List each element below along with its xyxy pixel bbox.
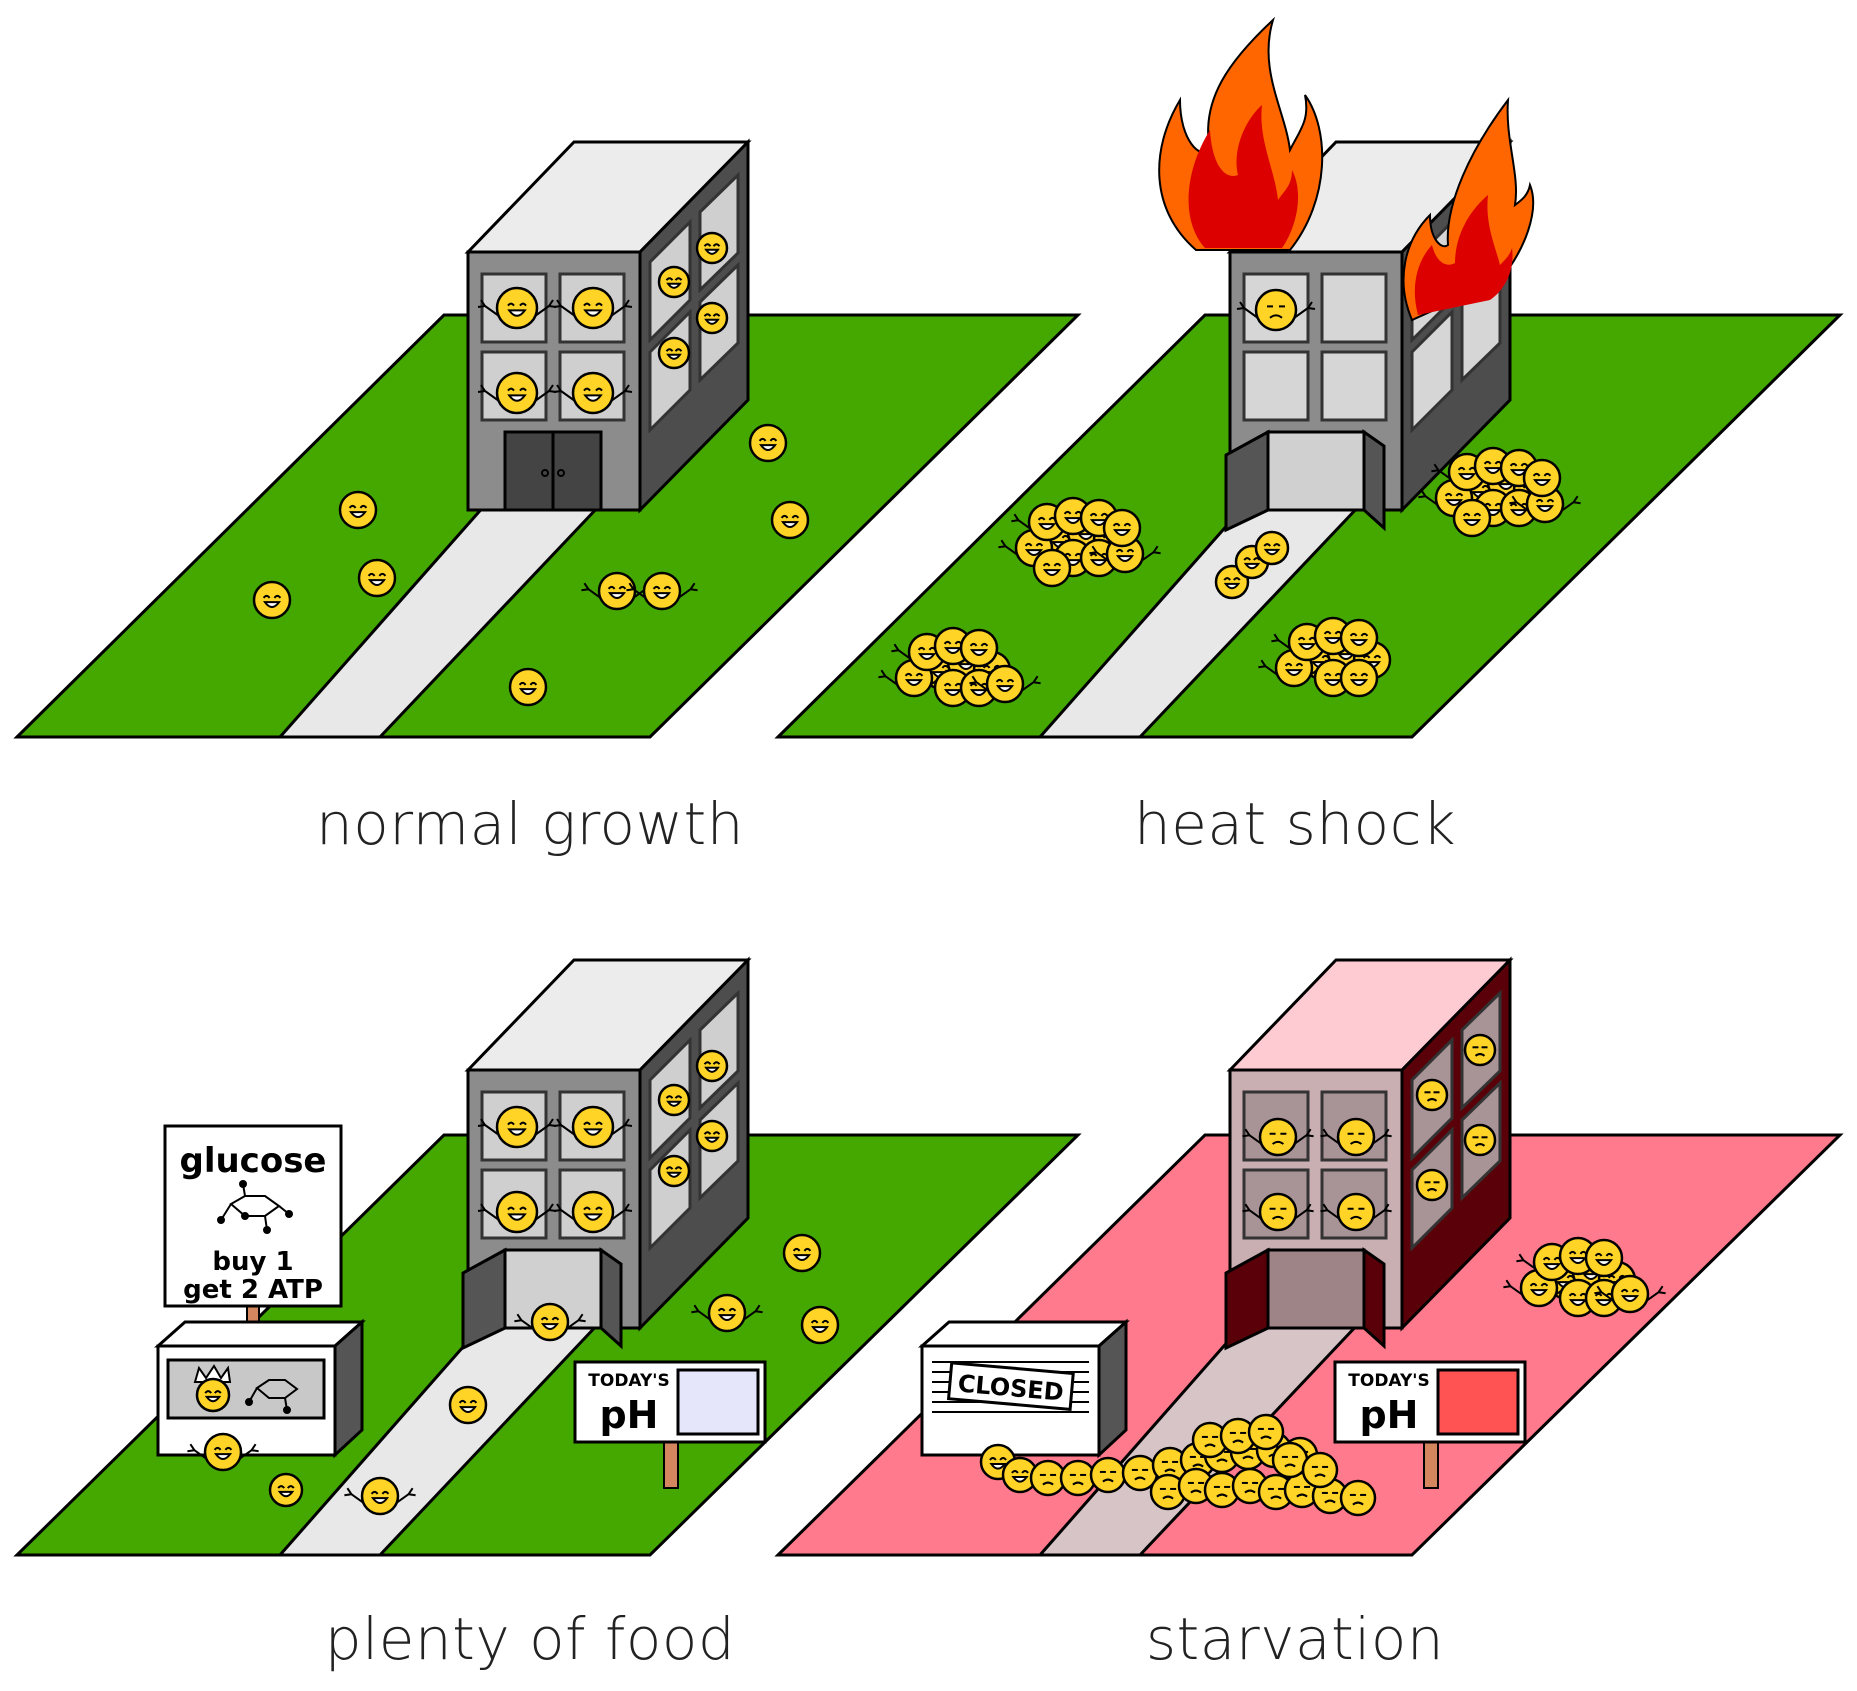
happy-cell-icon: [748, 423, 788, 463]
ph-sign: TODAY'S pH: [1333, 1360, 1527, 1489]
ph-sign-big: pH: [1359, 1393, 1418, 1437]
happy-cell-icon: [553, 1190, 633, 1234]
sad-cell-icon: [1236, 288, 1316, 332]
happy-cell-icon: [553, 371, 633, 415]
panel-starvation: CLOSED TODAY'S pH: [774, 956, 1844, 1557]
ph-sign-big: pH: [599, 1393, 658, 1437]
sad-cell-icon: [1415, 1168, 1449, 1202]
happy-cell-icon: [477, 371, 557, 415]
happy-cell-icon: [344, 1476, 416, 1516]
cells: [878, 288, 1581, 708]
happy-cell-icon: [553, 1105, 633, 1149]
happy-cell-icon: [195, 1377, 231, 1413]
happy-cell-icon: [477, 1190, 557, 1234]
happy-cell-icon: [268, 1472, 304, 1508]
closed-sign: CLOSED: [946, 1361, 1075, 1411]
caption-normal-growth: normal growth: [316, 790, 744, 858]
happy-cell-icon: [1339, 618, 1379, 658]
happy-cell-icon: [770, 500, 810, 540]
open-door-left: [1224, 429, 1270, 533]
happy-cell-icon: [695, 1049, 729, 1083]
happy-cell-icon: [1254, 530, 1290, 566]
glucose-molecule-icon: [217, 1180, 293, 1234]
sad-cell-icon: [1247, 1413, 1285, 1451]
glucose-sign: [163, 1124, 343, 1308]
happy-cell-icon: [1452, 498, 1492, 538]
happy-cell-icon: [695, 301, 729, 335]
stand-top: [154, 1320, 366, 1348]
glucose-sign-line2: get 2 ATP: [183, 1275, 323, 1305]
crown-icon: [193, 1364, 232, 1383]
building: [464, 138, 752, 514]
happy-cell-icon: [448, 1385, 488, 1425]
happy-cell-icon: [357, 558, 397, 598]
stand-side: [333, 1318, 364, 1459]
panel-normal-growth: [13, 138, 1082, 739]
happy-cell-icon: [626, 571, 698, 611]
sad-cell-icon: [1339, 1479, 1377, 1517]
happy-cell-icon: [695, 1119, 729, 1153]
panel-heat-shock: [774, 16, 1844, 739]
happy-cell-icon: [1102, 508, 1142, 548]
happy-cell-icon: [1339, 658, 1379, 698]
sad-cell-icon: [1089, 1456, 1127, 1494]
sad-cell-icon: [1242, 1117, 1314, 1157]
happy-cell-icon: [508, 667, 548, 707]
cells: [252, 231, 810, 707]
happy-cell-icon: [514, 1302, 586, 1342]
happy-cell-icon: [800, 1305, 840, 1345]
ph-sign-small: TODAY'S: [588, 1371, 669, 1391]
sad-cell-icon: [1059, 1459, 1097, 1497]
closed-stand: CLOSED: [918, 1318, 1130, 1459]
sad-cell-icon: [1301, 1451, 1339, 1489]
happy-cell-icon: [657, 1083, 691, 1117]
sad-cell-icon: [1149, 1473, 1187, 1511]
ph-swatch: [676, 1368, 760, 1436]
happy-cell-icon: [657, 336, 691, 370]
sad-cell-icon: [1320, 1192, 1392, 1232]
happy-cell-icon: [1584, 1238, 1624, 1278]
ph-swatch: [1436, 1368, 1520, 1436]
ph-sign: TODAY'S pH: [573, 1360, 767, 1489]
caption-plenty-of-food: plenty of food: [324, 1605, 736, 1673]
happy-cell-icon: [691, 1293, 763, 1333]
happy-cell-icon: [581, 571, 653, 611]
glucose-molecule-icon: [245, 1379, 299, 1414]
happy-cell-icon: [477, 286, 557, 330]
happy-cell-icon: [1594, 1274, 1666, 1314]
sad-cell-icon: [1463, 1033, 1497, 1067]
caption-starvation: starvation: [1145, 1605, 1445, 1673]
glucose-stand: glucose buy 1 get 2 ATP: [154, 1124, 366, 1459]
happy-cell-icon: [1522, 458, 1562, 498]
sad-cell-icon: [1320, 1117, 1392, 1157]
fire-icon: [1158, 16, 1535, 322]
happy-cell-icon: [553, 286, 633, 330]
ph-sign-small: TODAY'S: [1348, 1371, 1429, 1391]
sad-cell-icon: [1242, 1192, 1314, 1232]
cells: [979, 1033, 1666, 1517]
caption-heat-shock: heat shock: [1133, 790, 1457, 858]
happy-cell-icon: [782, 1233, 822, 1273]
happy-cell-icon: [187, 1432, 259, 1472]
open-door-right: [1362, 429, 1386, 532]
sad-cell-icon: [1415, 1078, 1449, 1112]
panel-plenty-of-food: glucose buy 1 get 2 ATP: [13, 956, 1082, 1557]
happy-cell-icon: [252, 580, 292, 620]
glucose-sign-title: glucose: [179, 1141, 326, 1181]
sad-cell-icon: [1463, 1123, 1497, 1157]
happy-cell-icon: [695, 231, 729, 265]
happy-cell-icon: [1032, 548, 1072, 588]
happy-cell-icon: [338, 490, 378, 530]
happy-cell-icon: [477, 1105, 557, 1149]
glucose-sign-line1: buy 1: [212, 1247, 293, 1277]
happy-cell-icon: [657, 265, 691, 299]
happy-cell-icon: [959, 628, 999, 668]
sad-cell-icon: [1029, 1459, 1067, 1497]
happy-cell-icon: [657, 1154, 691, 1188]
cells: [187, 1049, 840, 1516]
happy-cell-icon: [969, 664, 1041, 704]
